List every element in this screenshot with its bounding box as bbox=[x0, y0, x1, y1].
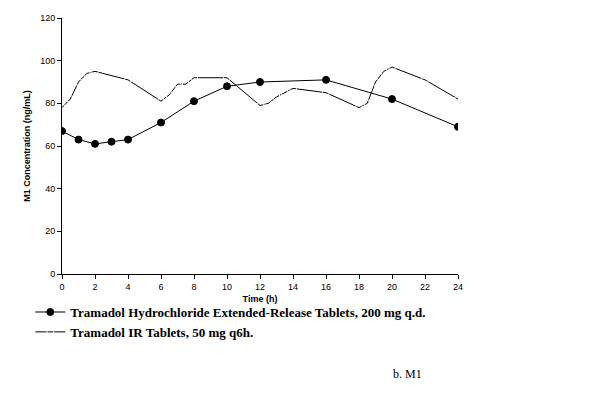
svg-text:24: 24 bbox=[453, 282, 463, 292]
svg-text:22: 22 bbox=[420, 282, 430, 292]
svg-text:M1 Concentration (ng/mL): M1 Concentration (ng/mL) bbox=[22, 90, 32, 201]
svg-text:b. M1: b. M1 bbox=[393, 367, 422, 381]
svg-text:60: 60 bbox=[45, 141, 55, 151]
svg-text:40: 40 bbox=[45, 184, 55, 194]
svg-text:12: 12 bbox=[255, 282, 265, 292]
svg-text:14: 14 bbox=[288, 282, 298, 292]
svg-text:120: 120 bbox=[40, 13, 55, 23]
svg-text:6: 6 bbox=[158, 282, 163, 292]
svg-text:0: 0 bbox=[50, 269, 55, 279]
svg-text:Tramadol IR Tablets, 50 mg q6h: Tramadol IR Tablets, 50 mg q6h. bbox=[70, 325, 253, 340]
svg-text:20: 20 bbox=[387, 282, 397, 292]
svg-text:Tramadol Hydrochloride Extende: Tramadol Hydrochloride Extended-Release … bbox=[70, 305, 425, 320]
svg-text:0: 0 bbox=[59, 282, 64, 292]
svg-text:80: 80 bbox=[45, 98, 55, 108]
svg-text:100: 100 bbox=[40, 56, 55, 66]
svg-text:16: 16 bbox=[321, 282, 331, 292]
svg-text:2: 2 bbox=[92, 282, 97, 292]
svg-text:10: 10 bbox=[222, 282, 232, 292]
svg-text:20: 20 bbox=[45, 226, 55, 236]
svg-text:8: 8 bbox=[191, 282, 196, 292]
svg-text:18: 18 bbox=[354, 282, 364, 292]
svg-text:Time (h): Time (h) bbox=[243, 294, 278, 304]
svg-text:4: 4 bbox=[125, 282, 130, 292]
